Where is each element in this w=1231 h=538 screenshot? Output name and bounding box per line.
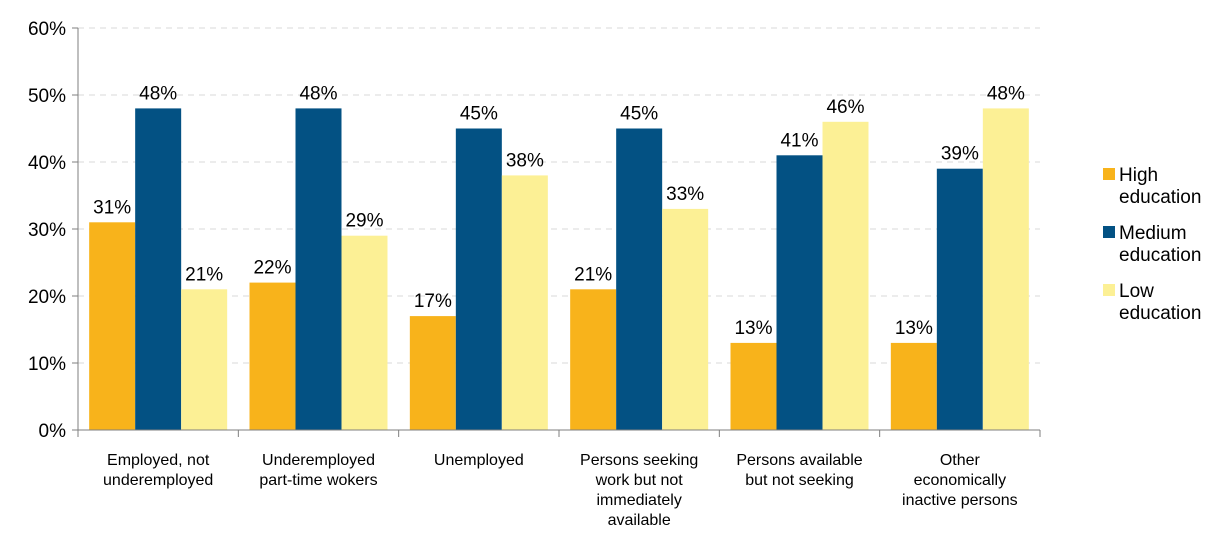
bar [89, 222, 136, 430]
data-label: 13% [895, 318, 933, 339]
category-label: Underemployed part-time wokers [259, 452, 377, 489]
data-label: 13% [734, 318, 772, 339]
legend-label: Medium education [1119, 223, 1201, 266]
bar [501, 175, 548, 430]
y-tick-label: 50% [28, 86, 66, 107]
data-label: 48% [987, 83, 1025, 104]
bar [936, 168, 983, 430]
legend-swatch [1103, 168, 1115, 180]
data-label: 22% [253, 258, 291, 279]
data-label: 33% [666, 184, 704, 205]
category-label: Employed, not underemployed [103, 452, 213, 489]
data-label: 31% [93, 197, 131, 218]
legend-swatch [1103, 284, 1115, 296]
data-label: 21% [574, 264, 612, 285]
bar [890, 342, 937, 430]
x-axis: Employed, not underemployed Underemployed p… [77, 429, 1041, 529]
data-label: 39% [941, 144, 979, 165]
bar [455, 128, 502, 430]
data-label: 21% [185, 264, 223, 285]
bar [341, 235, 388, 430]
bar [662, 208, 709, 430]
bar [822, 121, 869, 431]
legend-label: Low education [1119, 281, 1201, 324]
y-axis: 0% 10% 20% 30% 40% 50% 60% [28, 19, 79, 442]
y-tick-label: 10% [28, 354, 66, 375]
legend-swatch [1103, 226, 1115, 238]
bar [616, 128, 663, 430]
y-tick-label: 30% [28, 220, 66, 241]
category-label: Persons seeking work but not immediately av… [580, 452, 698, 529]
legend: High education Medium education Low education [1103, 165, 1201, 324]
data-label: 46% [826, 97, 864, 118]
category-label: Unemployed [434, 452, 524, 469]
data-label: 38% [506, 150, 544, 171]
bar [982, 108, 1029, 431]
data-label: 41% [780, 130, 818, 151]
bars: 31% 48% 21% 22% 48% 29% 17% 45% 38% 21% 45% 33% 13% 4… [89, 83, 1029, 431]
bar [249, 282, 296, 430]
data-label: 45% [620, 104, 658, 125]
bar [295, 108, 342, 431]
bar [135, 108, 182, 431]
bar [181, 289, 228, 430]
category-label: Persons available but not seeking [736, 452, 862, 489]
data-label: 48% [139, 83, 177, 104]
bar [730, 342, 777, 430]
data-label: 48% [299, 83, 337, 104]
legend-label: High education [1119, 165, 1201, 208]
data-label: 45% [460, 104, 498, 125]
y-tick-label: 20% [28, 287, 66, 308]
bar [409, 316, 456, 430]
category-label: Other economically inactive persons [902, 452, 1018, 509]
y-tick-label: 40% [28, 153, 66, 174]
y-tick-label: 0% [39, 421, 67, 442]
bar [570, 289, 617, 430]
data-label: 17% [414, 291, 452, 312]
bar [776, 155, 823, 431]
data-label: 29% [345, 211, 383, 232]
y-tick-label: 60% [28, 19, 66, 40]
